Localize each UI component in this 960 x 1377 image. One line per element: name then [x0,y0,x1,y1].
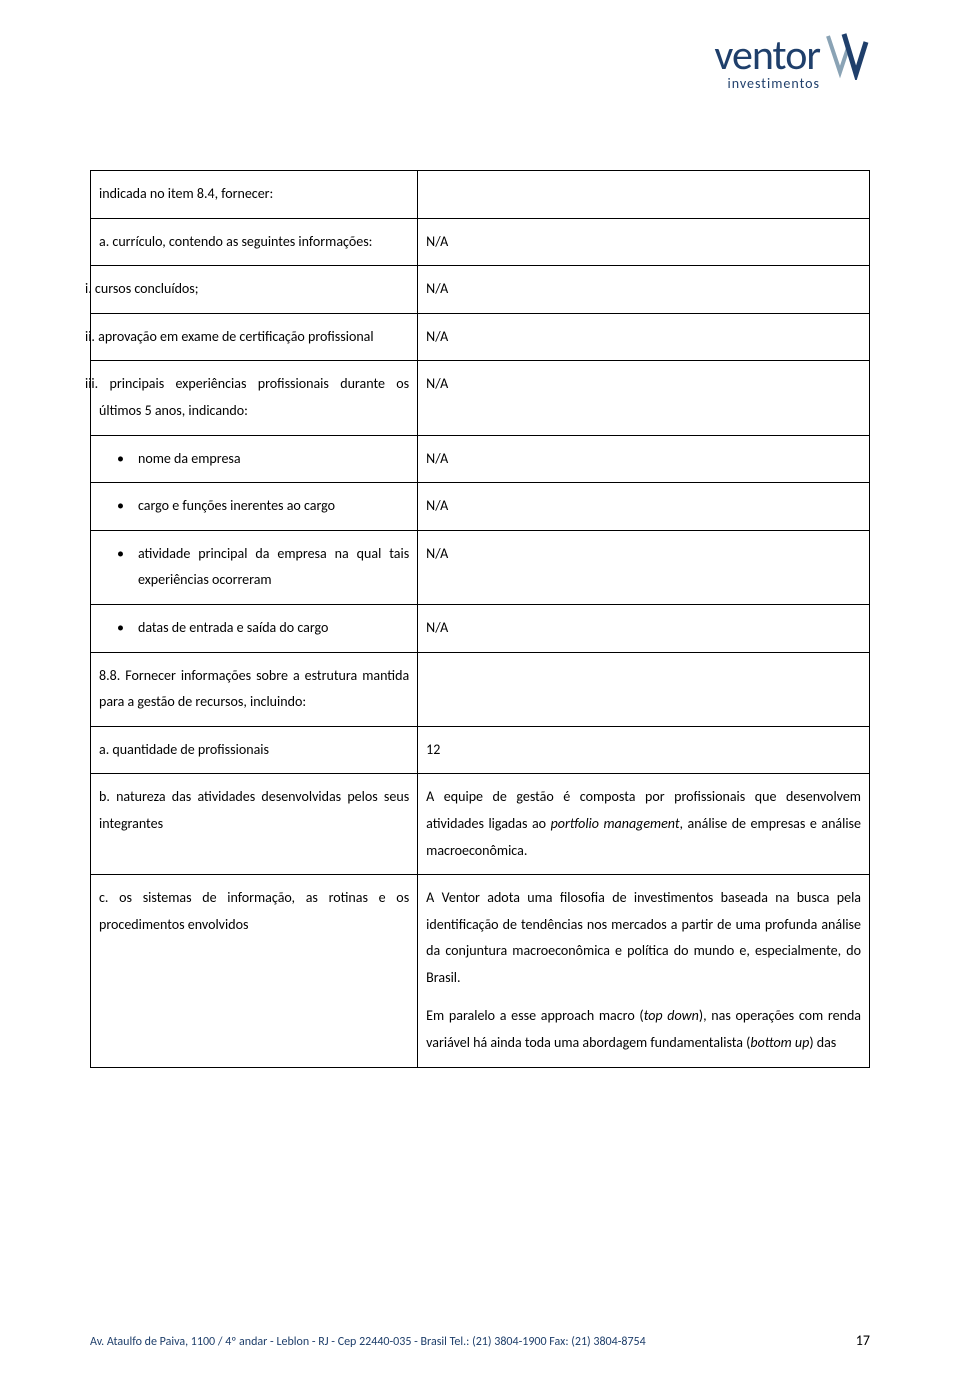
answer-paragraph: A Ventor adota uma filosofia de investim… [426,885,861,991]
table-row: indicada no item 8.4, fornecer: [91,171,870,219]
question-cell: a. currículo, contendo as seguintes info… [91,218,418,266]
table-row: iii. principais experiências profissiona… [91,361,870,435]
table-row: i. cursos concluídos;N/A [91,266,870,314]
bullet-text: cargo e funções inerentes ao cargo [138,493,409,520]
brand-sub: investimentos [714,75,820,92]
question-cell: atividade principal da empresa na qual t… [91,530,418,604]
answer-cell: 12 [418,726,870,774]
question-cell: c. os sistemas de informação, as rotinas… [91,875,418,1068]
question-cell: datas de entrada e saída do cargo [91,604,418,652]
question-cell: a. quantidade de profissionais [91,726,418,774]
bullet-text: datas de entrada e saída do cargo [138,615,409,642]
table-row: atividade principal da empresa na qual t… [91,530,870,604]
question-cell: 8.8. Fornecer informações sobre a estrut… [91,652,418,726]
footer-address: Av. Ataulfo de Paiva, 1100 / 4º andar - … [90,1335,846,1349]
table-row: a. quantidade de profissionais12 [91,726,870,774]
bullet-text: nome da empresa [138,446,409,473]
answer-paragraph: Em paralelo a esse approach macro (top d… [426,1003,861,1056]
page-footer: Av. Ataulfo de Paiva, 1100 / 4º andar - … [90,1332,870,1349]
answer-cell: N/A [418,218,870,266]
table-row: cargo e funções inerentes ao cargo N/A [91,483,870,531]
table-row: c. os sistemas de informação, as rotinas… [91,875,870,1068]
content-area: indicada no item 8.4, fornecer:a. curríc… [90,170,870,1068]
answer-cell [418,652,870,726]
brand-mark-icon [826,32,870,80]
table-row: nome da empresa N/A [91,435,870,483]
questionnaire-table: indicada no item 8.4, fornecer:a. curríc… [90,170,870,1068]
answer-cell [418,171,870,219]
answer-cell: A equipe de gestão é composta por profis… [418,774,870,875]
table-body: indicada no item 8.4, fornecer:a. curríc… [91,171,870,1068]
question-cell: i. cursos concluídos; [91,266,418,314]
question-cell: b. natureza das atividades desenvolvidas… [91,774,418,875]
brand-name: ventor [714,30,820,81]
answer-cell: A Ventor adota uma filosofia de investim… [418,875,870,1068]
answer-cell: N/A [418,530,870,604]
question-cell: cargo e funções inerentes ao cargo [91,483,418,531]
question-cell: iii. principais experiências profissiona… [91,361,418,435]
answer-cell: N/A [418,604,870,652]
brand-logo: ventor investimentos [714,30,870,92]
question-cell: ii. aprovação em exame de certificação p… [91,313,418,361]
answer-cell: N/A [418,435,870,483]
table-row: b. natureza das atividades desenvolvidas… [91,774,870,875]
page-number: 17 [856,1332,870,1349]
table-row: a. currículo, contendo as seguintes info… [91,218,870,266]
table-row: ii. aprovação em exame de certificação p… [91,313,870,361]
question-cell: nome da empresa [91,435,418,483]
bullet-text: atividade principal da empresa na qual t… [138,541,409,594]
table-row: datas de entrada e saída do cargo N/A [91,604,870,652]
answer-cell: N/A [418,313,870,361]
answer-cell: N/A [418,361,870,435]
answer-cell: N/A [418,483,870,531]
question-cell: indicada no item 8.4, fornecer: [91,171,418,219]
answer-cell: N/A [418,266,870,314]
document-page: ventor investimentos indicada no item 8.… [0,0,960,1118]
table-row: 8.8. Fornecer informações sobre a estrut… [91,652,870,726]
